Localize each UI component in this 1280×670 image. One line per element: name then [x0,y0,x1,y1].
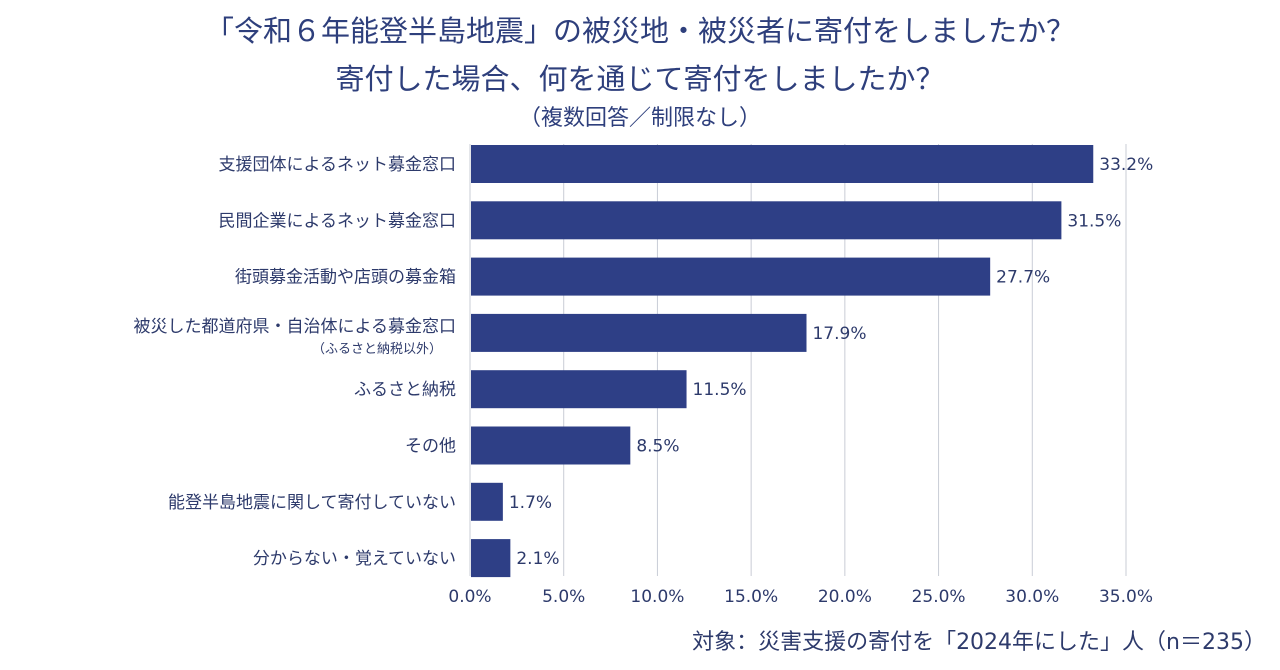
category-label: 分からない・覚えていない [253,549,456,569]
data-label: 33.2% [1099,155,1153,175]
footnote: 対象：災害支援の寄付を「2024年にした」人（n＝235） [692,630,1266,655]
bar [471,257,991,296]
chart-title-line2: 寄付した場合、何を通じて寄付をしましたか？ [335,62,945,96]
category-sublabel: （ふるさと納税以外） [312,342,442,357]
x-tick-label: 15.0% [724,587,778,607]
chart-title-line1: 「令和６年能登半島地震」の被災地・被災者に寄付をしましたか？ [204,14,1075,48]
bar [471,539,511,578]
x-tick-label: 35.0% [1099,587,1153,607]
category-label: その他 [405,437,456,457]
data-label: 31.5% [1067,211,1121,231]
bar [471,426,631,465]
x-tick-label: 5.0% [542,587,585,607]
category-label: 被災した都道府県・自治体による募金窓口 [134,317,457,337]
category-label: 街頭募金活動や店頭の募金箱 [235,268,456,288]
data-label: 17.9% [812,324,866,344]
data-label: 1.7% [509,493,552,513]
bar [471,370,687,409]
bar [471,482,503,521]
category-label: ふるさと納税 [354,380,456,400]
data-label: 8.5% [636,437,679,457]
x-tick-label: 30.0% [1005,587,1059,607]
bar [471,313,807,352]
category-label: 民間企業によるネット募金窓口 [219,211,457,231]
x-tick-label: 0.0% [448,587,491,607]
bar [471,145,1094,183]
x-tick-label: 10.0% [630,587,684,607]
data-label: 27.7% [996,268,1050,288]
x-tick-label: 25.0% [912,587,966,607]
category-label: 能登半島地震に関して寄付していない [168,493,456,513]
data-label: 2.1% [516,549,559,569]
bar [471,201,1062,240]
category-label: 支援団体によるネット募金窓口 [219,155,457,175]
chart-subtitle: （複数回答／制限なし） [518,106,761,131]
data-label: 11.5% [693,380,747,400]
x-tick-label: 20.0% [818,587,872,607]
